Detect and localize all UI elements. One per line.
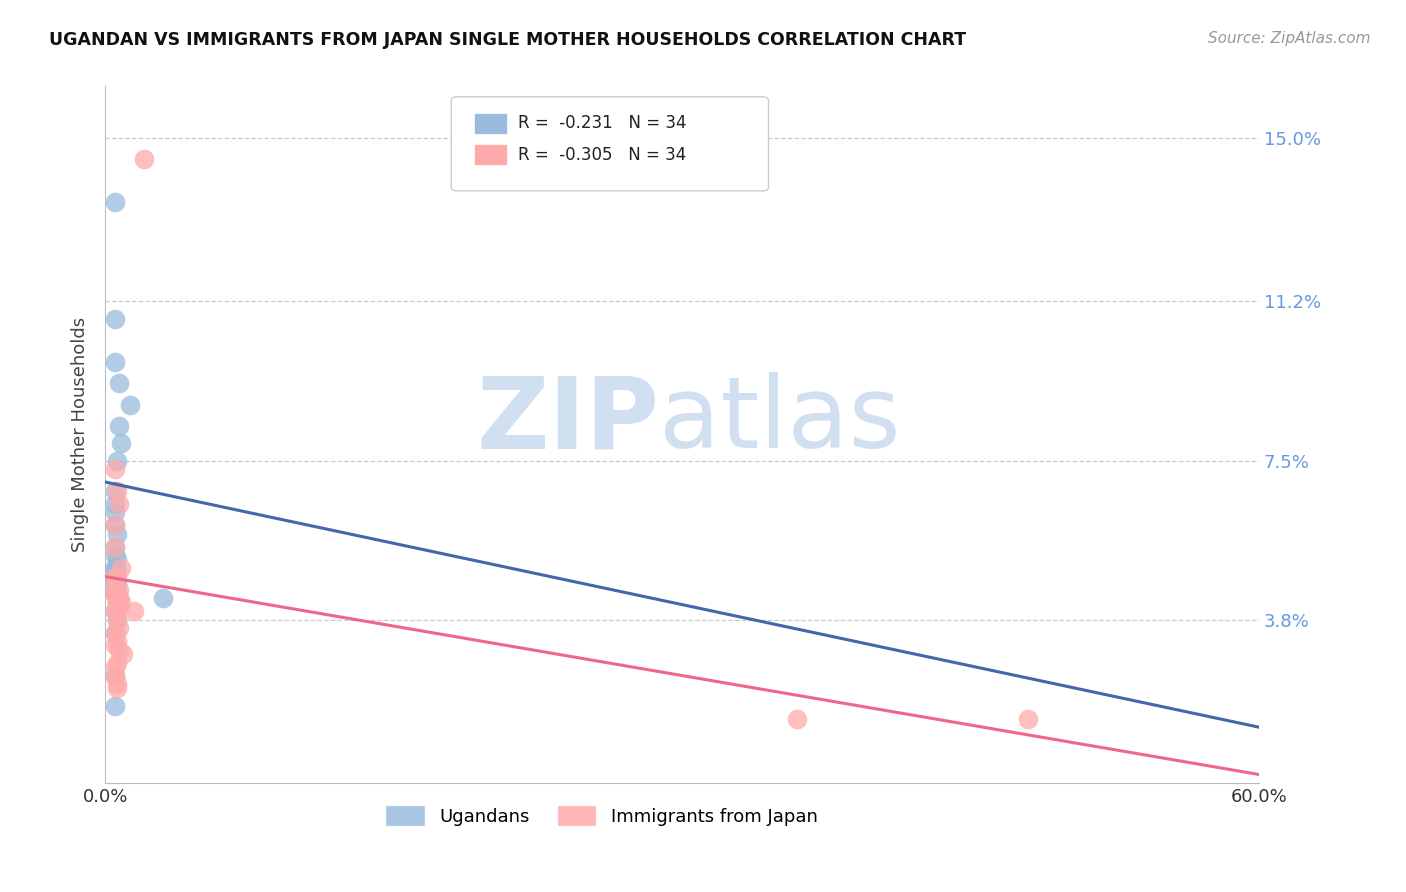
Point (104, 540, 127, 554)
Point (104, 548, 127, 562)
Point (104, 698, 127, 713)
Point (104, 311, 127, 326)
Point (104, 660, 127, 674)
Text: R =  -0.231   N = 34: R = -0.231 N = 34 (519, 114, 686, 132)
Point (105, 526, 128, 541)
Point (104, 354, 127, 368)
Text: Source: ZipAtlas.com: Source: ZipAtlas.com (1208, 31, 1371, 46)
Point (104, 582, 127, 597)
Point (786, 712, 808, 726)
Legend: Ugandans, Immigrants from Japan: Ugandans, Immigrants from Japan (378, 798, 825, 833)
Point (104, 587, 127, 601)
Point (105, 677, 128, 691)
Point (104, 195, 127, 210)
Text: ZIP: ZIP (477, 372, 659, 469)
Point (105, 578, 128, 592)
Point (104, 569, 127, 583)
Point (104, 578, 127, 592)
Point (105, 595, 128, 609)
Point (104, 587, 127, 601)
Point (104, 540, 127, 554)
Point (104, 639, 127, 653)
Y-axis label: Single Mother Households: Single Mother Households (72, 318, 89, 552)
FancyBboxPatch shape (451, 97, 769, 191)
Point (132, 153, 155, 167)
Point (104, 668, 127, 682)
Point (104, 604, 127, 618)
Point (110, 436, 132, 450)
Point (104, 561, 127, 575)
Point (120, 398, 142, 412)
Point (107, 642, 129, 657)
Point (104, 496, 127, 510)
Point (104, 574, 127, 588)
Point (104, 518, 127, 533)
Point (104, 561, 127, 575)
Point (110, 595, 132, 609)
Point (104, 625, 127, 640)
Point (107, 599, 129, 614)
Point (105, 569, 128, 583)
Point (104, 566, 127, 580)
Point (105, 566, 128, 580)
Point (107, 591, 129, 606)
FancyBboxPatch shape (474, 145, 506, 165)
Point (107, 621, 129, 635)
Point (107, 582, 129, 597)
Point (104, 518, 127, 533)
Point (105, 578, 128, 592)
Point (104, 462, 127, 476)
Point (107, 419, 129, 434)
Point (152, 591, 174, 606)
Text: atlas: atlas (659, 372, 900, 469)
FancyBboxPatch shape (474, 112, 506, 134)
Point (105, 656, 128, 670)
Point (105, 681, 128, 696)
Point (105, 613, 128, 627)
Point (105, 634, 128, 648)
Point (110, 561, 132, 575)
Point (122, 604, 145, 618)
Text: R =  -0.305   N = 34: R = -0.305 N = 34 (519, 145, 686, 163)
Point (105, 483, 128, 498)
Point (107, 496, 129, 510)
Point (105, 595, 128, 609)
Point (104, 625, 127, 640)
Point (105, 552, 128, 566)
Text: UGANDAN VS IMMIGRANTS FROM JAPAN SINGLE MOTHER HOUSEHOLDS CORRELATION CHART: UGANDAN VS IMMIGRANTS FROM JAPAN SINGLE … (49, 31, 966, 49)
Point (104, 668, 127, 682)
Point (104, 604, 127, 618)
Point (105, 604, 128, 618)
Point (104, 483, 127, 498)
Point (111, 647, 134, 661)
Point (107, 376, 129, 390)
Point (104, 587, 127, 601)
Point (104, 505, 127, 519)
Point (105, 453, 128, 467)
Point (1017, 712, 1039, 726)
Point (105, 613, 128, 627)
Point (104, 574, 127, 588)
Point (105, 591, 128, 606)
